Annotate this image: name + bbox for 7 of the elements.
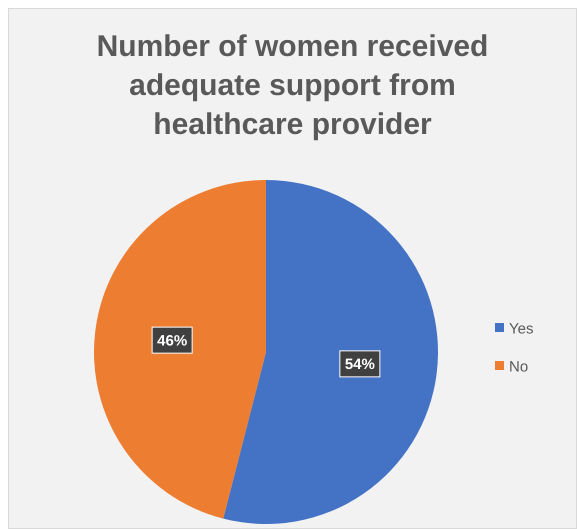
- data-label: 54%: [344, 356, 375, 374]
- legend-label: Yes: [509, 320, 534, 338]
- pie-slice: [223, 180, 438, 524]
- legend-label: No: [509, 358, 528, 376]
- data-label: 46%: [157, 332, 188, 350]
- chart-title: Number of women received adequate support from healthcare provider: [96, 30, 488, 141]
- pie-slice: [94, 180, 266, 519]
